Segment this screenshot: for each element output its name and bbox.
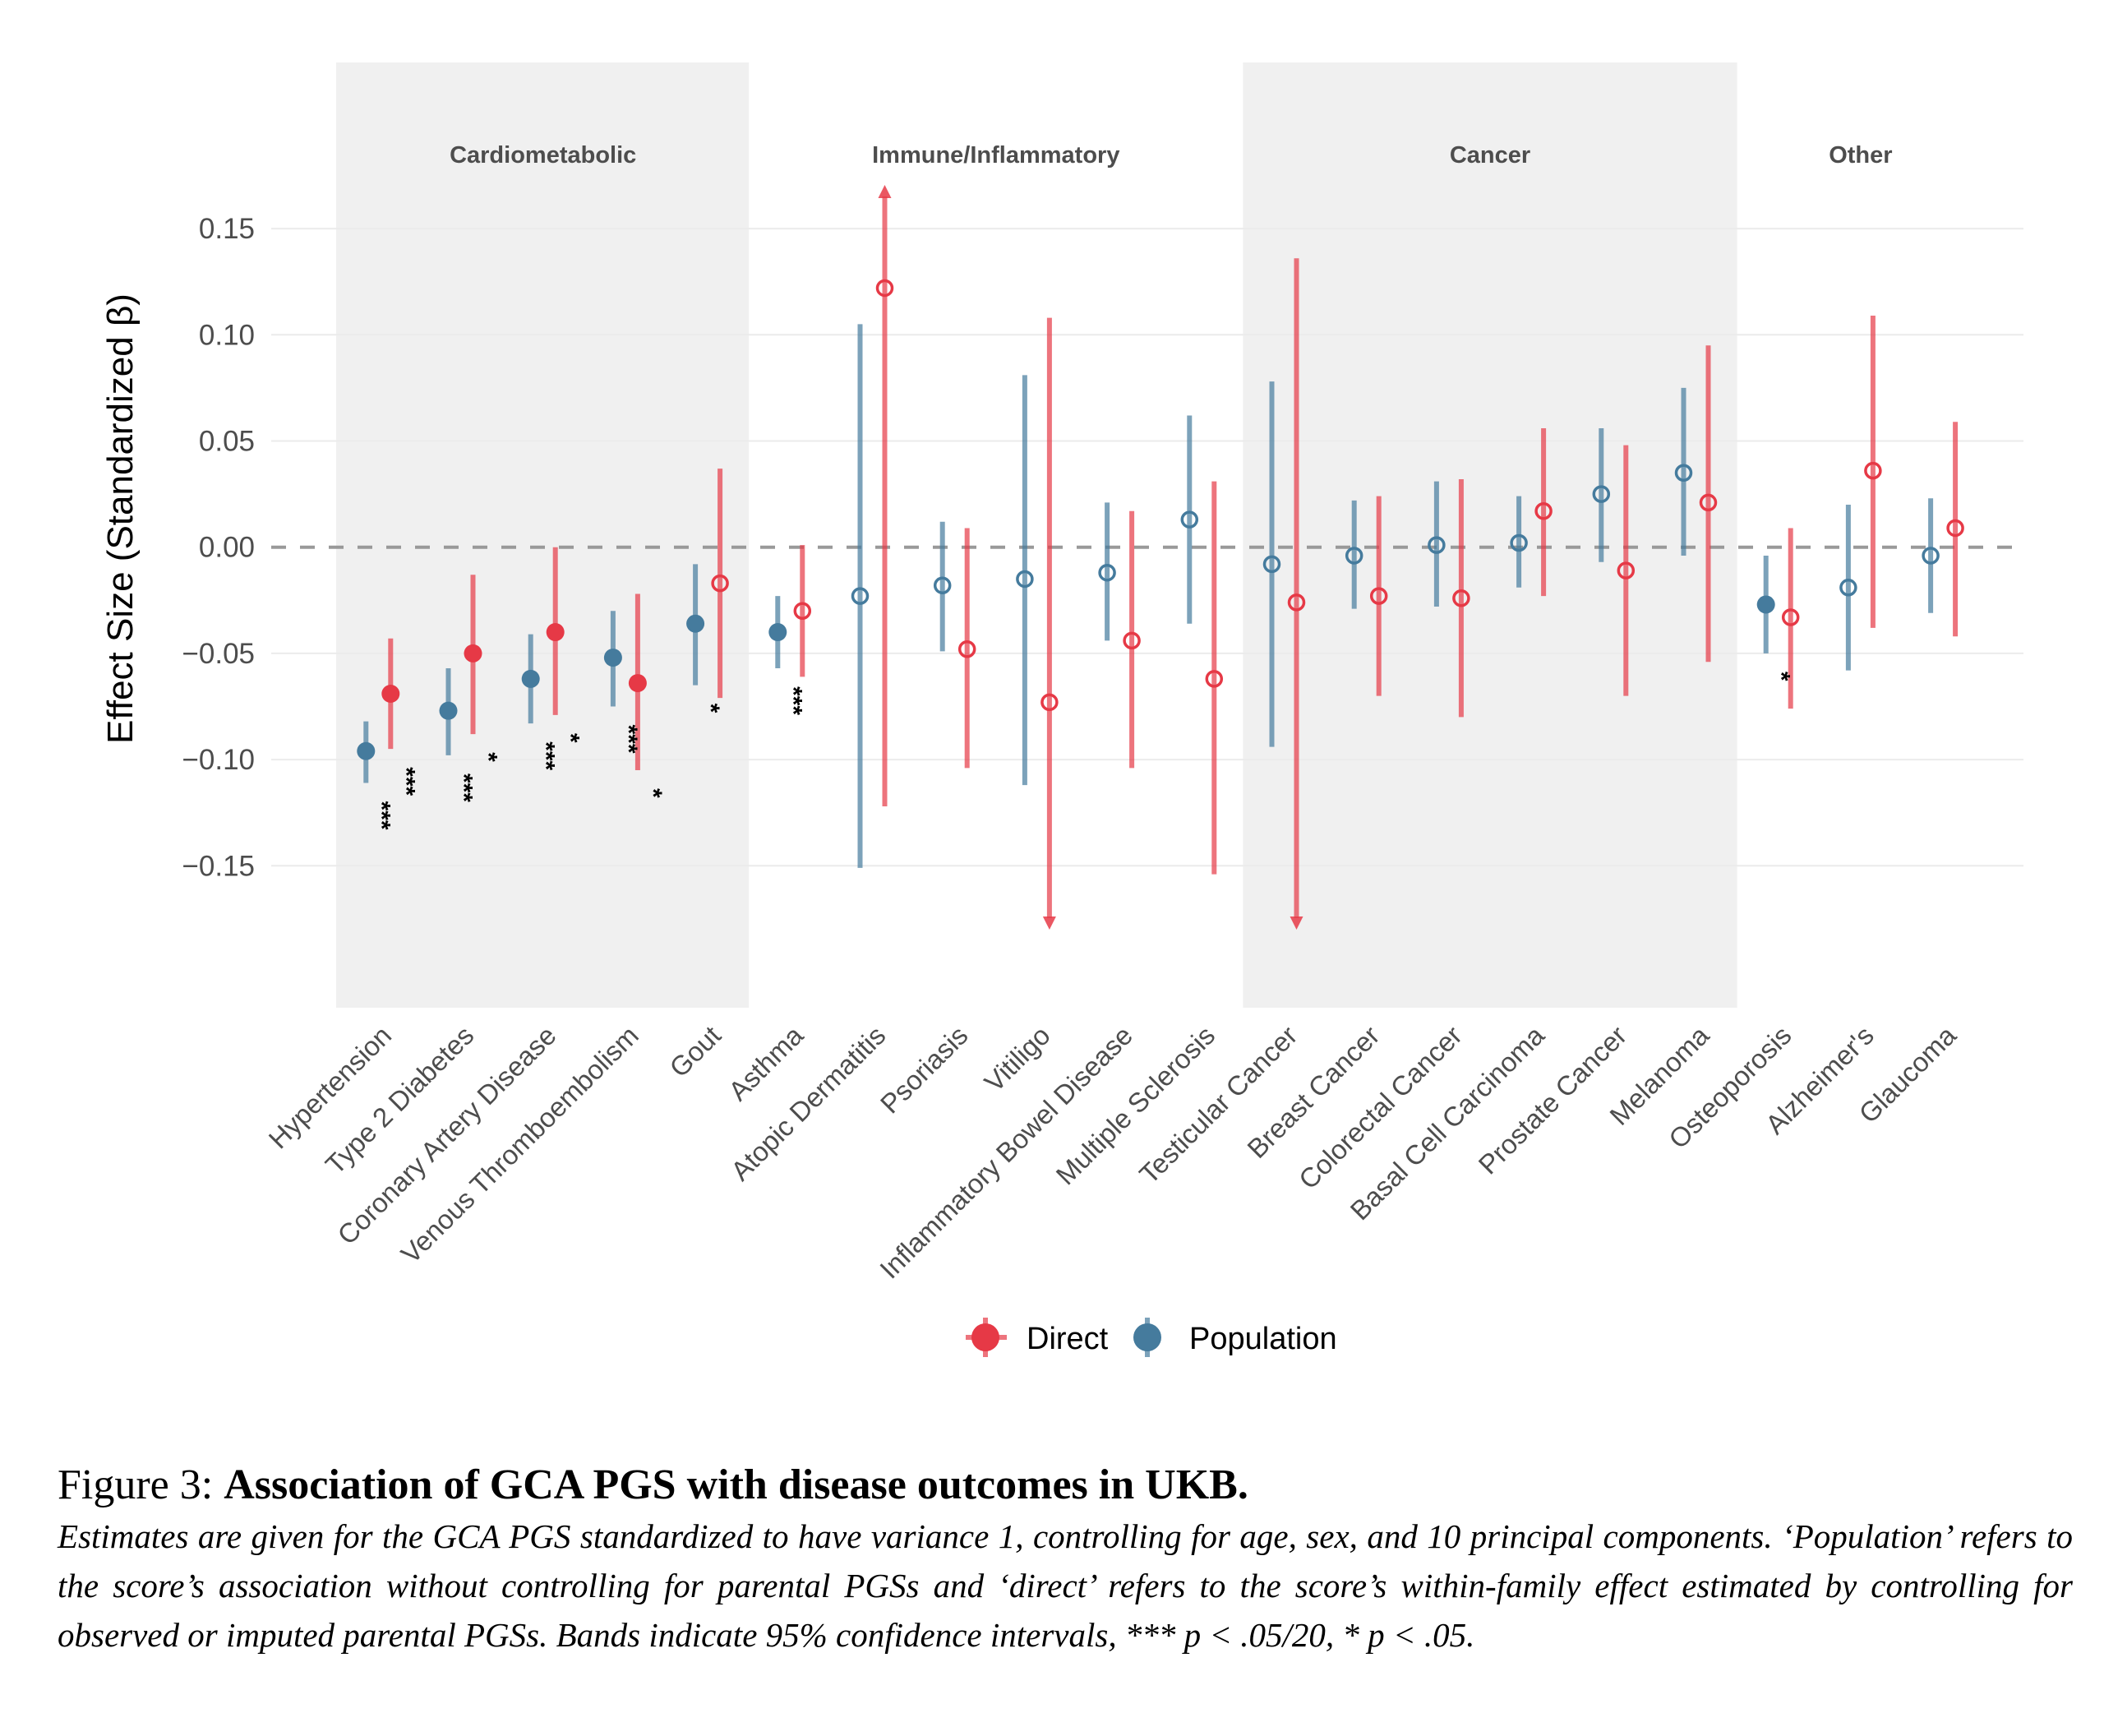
group-label: Immune/Inflammatory [872,142,1119,169]
figure-title: Association of GCA PGS with disease outc… [224,1461,1248,1508]
group-panel-cardiometabolic [336,62,750,1008]
group-labels: Cardiometabolic Immune/Inflammatory Cancer… [450,142,1892,169]
direct-point [1699,493,1718,512]
y-tick-label: 0.15 [199,213,255,245]
direct-point [1534,502,1553,520]
legend-item-direct: Direct [966,1318,1109,1357]
legend: Direct Population [966,1318,1337,1357]
population-point [603,649,622,667]
population-point [1839,579,1857,597]
group-label: Cardiometabolic [450,142,636,169]
direct-point [793,602,812,620]
direct-point [711,574,729,593]
x-axis-label: Psoriasis [874,1020,974,1120]
y-tick-label: −0.15 [182,850,255,882]
y-tick-label: 0.05 [199,426,255,458]
direct-point [1123,631,1141,650]
y-tick-label: −0.10 [182,744,255,776]
x-axis-label: Atopic Dermatitis [725,1020,892,1187]
y-tick-label: −0.05 [182,638,255,670]
x-axis-label: Testicular Cancer [1133,1020,1303,1189]
population-point [1180,510,1199,529]
y-tick-label: 0.10 [199,319,255,351]
significance-label: *** [392,767,419,796]
significance-label: * [639,788,667,798]
x-axis-label: Type 2 Diabetes [320,1020,480,1180]
direct-point [875,279,894,298]
direct-point [546,623,565,642]
significance-labels: ************* ********** [367,672,1794,830]
group-panels [336,62,1737,1008]
significance-label: * [697,704,724,713]
population-point [1016,570,1034,589]
significance-label: *** [779,686,806,715]
legend-direct-label: Direct [1027,1322,1109,1356]
direct-point [957,639,976,658]
group-label: Cancer [1450,142,1530,169]
gridlines [271,228,2023,867]
significance-label: *** [367,801,394,830]
population-point [768,623,787,642]
direct-point [1040,693,1059,712]
significance-label: *** [450,773,478,802]
group-panel-cancer [1243,62,1737,1008]
population-point [1592,485,1611,503]
population-point [357,741,376,760]
figure-number: Figure 3: [58,1461,214,1508]
population-point [1510,533,1528,552]
population-point [1674,464,1693,482]
population-point [851,587,870,605]
direct-point [1864,461,1882,480]
direct-point [1617,561,1636,579]
x-axis-label: Prostate Cancer [1472,1020,1632,1180]
direct-point [1452,589,1470,607]
significance-label: * [557,733,584,743]
y-axis-title: Effect Size (Standardized β) [100,293,141,744]
significance-label: * [475,752,502,762]
data-marks [357,185,1964,930]
significance-label: *** [533,741,560,770]
group-label: Other [1829,142,1892,169]
population-point [521,669,540,688]
population-point [439,701,458,720]
x-axis-label: Vitiligo [978,1020,1055,1097]
population-point [1262,555,1281,574]
population-point [1756,595,1775,614]
direct-ci-arrow-down [1290,916,1303,930]
direct-point [1781,608,1800,626]
direct-point [628,674,647,693]
population-point [1345,547,1363,565]
direct-point [1946,519,1964,538]
direct-ci-arrow-up [878,185,892,198]
direct-point [381,684,400,703]
caption-title-line: Figure 3: Association of GCA PGS with di… [58,1459,2073,1512]
legend-population-label: Population [1189,1322,1337,1356]
y-axis-ticks: 0.15 0.10 0.05 0.00 −0.05 −0.10 −0.15 [182,213,255,882]
significance-label: *** [615,725,642,754]
forest-plot: 0.15 0.10 0.05 0.00 −0.05 −0.10 −0.15 Effect S… [100,62,2023,1357]
direct-point [1205,670,1224,688]
legend-item-population: Population [1133,1318,1337,1357]
population-point [933,576,952,594]
legend-population-swatch [1133,1323,1161,1351]
population-point [1098,563,1116,582]
direct-point [1369,587,1388,605]
population-point [1428,536,1446,554]
legend-direct-swatch [971,1323,999,1351]
population-point [686,614,705,633]
figure-caption: Figure 3: Association of GCA PGS with di… [58,1459,2073,1660]
y-tick-label: 0.00 [199,532,255,564]
significance-label: * [1768,672,1795,681]
caption-body: Estimates are given for the GCA PGS stan… [58,1517,2073,1654]
population-point [1922,547,1940,565]
direct-ci-arrow-down [1042,916,1056,930]
x-axis-label: Gout [663,1020,727,1083]
direct-point [1287,593,1306,612]
direct-point [464,644,482,663]
